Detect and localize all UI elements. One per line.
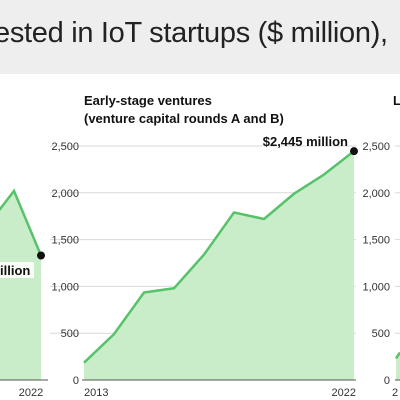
right-y-tick-label: 500 xyxy=(372,328,390,340)
center-series-line xyxy=(83,150,355,364)
center-y-tick-label: 500 xyxy=(61,328,79,340)
center-y-tick-label: 1,000 xyxy=(51,281,79,293)
center-y-tick-label: 2,000 xyxy=(51,188,79,200)
left-annotation-bg xyxy=(0,262,34,278)
left-line xyxy=(0,188,43,256)
center-y-tick-label: 1,500 xyxy=(51,235,79,247)
right-series-line xyxy=(394,351,400,360)
right-y-tick-label: 2,500 xyxy=(362,141,390,153)
title-band: ested in IoT startups ($ million), xyxy=(0,0,400,74)
center-y-tick-label: 0 xyxy=(73,375,79,387)
left-endpoint-label: illion xyxy=(0,263,30,278)
center-area xyxy=(84,151,354,380)
center-panel-title-line-1: Early-stage ventures xyxy=(84,93,212,108)
left-x-tick-label: 2022 xyxy=(19,387,43,399)
right-y-tick-label: 0 xyxy=(384,375,390,387)
right-panel-title: L xyxy=(393,93,400,108)
left-panel xyxy=(0,188,43,380)
right-y-tick-label: 1,000 xyxy=(362,281,390,293)
center-panel-title: Early-stage ventures (venture capital ro… xyxy=(84,92,384,128)
center-x-tick-end: 2022 xyxy=(332,387,356,399)
center-panel-title-line-2: (venture capital rounds A and B) xyxy=(84,111,284,126)
right-x-tick-label: 2 xyxy=(392,387,398,399)
center-endpoint-marker xyxy=(350,147,358,156)
left-endpoint-marker xyxy=(37,251,45,260)
center-x-tick-start: 2013 xyxy=(84,387,108,399)
right-y-tick-label: 1,500 xyxy=(362,235,390,247)
chart-title: ested in IoT startups ($ million), xyxy=(0,17,388,49)
center-endpoint-label: $2,445 million xyxy=(263,134,348,149)
left-area xyxy=(0,190,41,380)
center-y-tick-label: 2,500 xyxy=(51,141,79,153)
right-area xyxy=(396,352,400,380)
right-y-tick-label: 2,000 xyxy=(362,188,390,200)
